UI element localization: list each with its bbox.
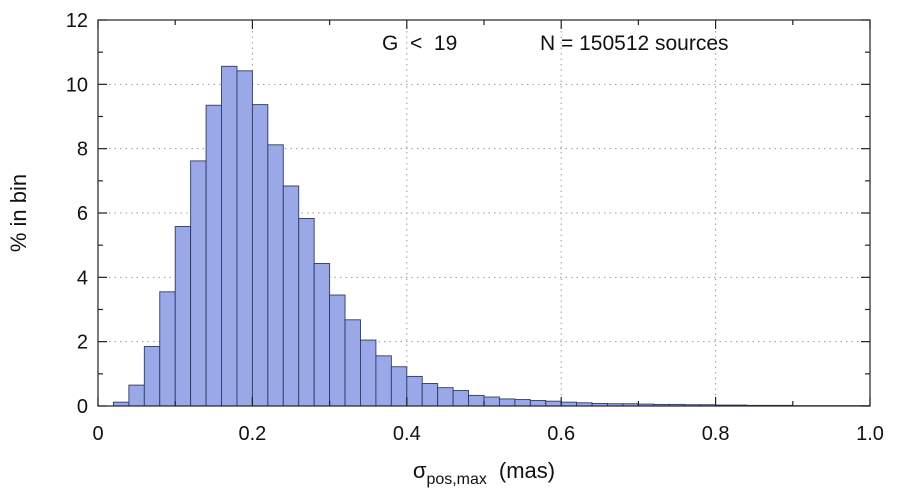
x-axis-title: σpos,max (mas) [413,458,555,488]
histogram-bar [421,383,439,407]
histogram-bar [375,355,392,407]
histogram-bar [498,398,516,407]
magnitude-cut-annotation: G < 19 [382,32,457,55]
histogram-bar [143,346,161,407]
histogram-bar [329,294,346,407]
histogram-bar [190,160,207,407]
histogram-bar [514,399,531,407]
histogram-bar [390,366,408,407]
histogram-bar [344,319,361,407]
histogram-bar [205,104,222,407]
histogram-bar [128,384,145,407]
axis-ticks [97,19,871,407]
histogram-bar [298,218,315,407]
histogram-bar [174,226,192,407]
histogram-bar [221,65,238,407]
histogram-bar [267,144,284,407]
histogram-bar [251,104,269,407]
y-tick-label: 0 [77,396,88,418]
histogram-bar [406,375,423,407]
histogram-bar [282,185,300,407]
x-axis-symbol: σ [413,458,427,483]
x-tick-label: 0 [92,423,103,445]
histogram-bar [545,400,562,407]
histogram-bars [112,65,871,407]
histogram-bar [236,70,253,407]
y-tick-label: 8 [77,139,88,161]
histogram-bar [360,339,377,407]
x-axis-subscript: pos,max [426,471,486,488]
x-axis-unit: (mas) [499,458,555,483]
y-tick-labels: 0 2 4 6 8 10 12 [66,10,88,418]
histogram-bar [452,390,470,407]
y-tick-label: 4 [77,267,88,289]
y-axis-title: % in bin [6,174,31,252]
x-tick-label: 0.8 [702,423,730,445]
histogram-bar [313,263,331,407]
x-tick-labels: 0 0.2 0.4 0.6 0.8 1.0 [92,423,883,445]
x-tick-label: 0.6 [547,423,575,445]
histogram-bar [468,394,485,407]
histogram-bar [159,291,176,407]
histogram-bar [437,387,454,407]
y-tick-label: 2 [77,332,88,354]
x-tick-label: 0.4 [393,423,421,445]
y-tick-label: 6 [77,203,88,225]
x-tick-label: 1.0 [856,423,884,445]
histogram-bar [483,396,500,407]
y-tick-label: 12 [66,10,88,32]
x-tick-label: 0.2 [238,423,266,445]
source-count-annotation: N = 150512 sources [540,32,729,55]
histogram-bar [529,400,547,407]
y-tick-label: 10 [66,74,88,96]
